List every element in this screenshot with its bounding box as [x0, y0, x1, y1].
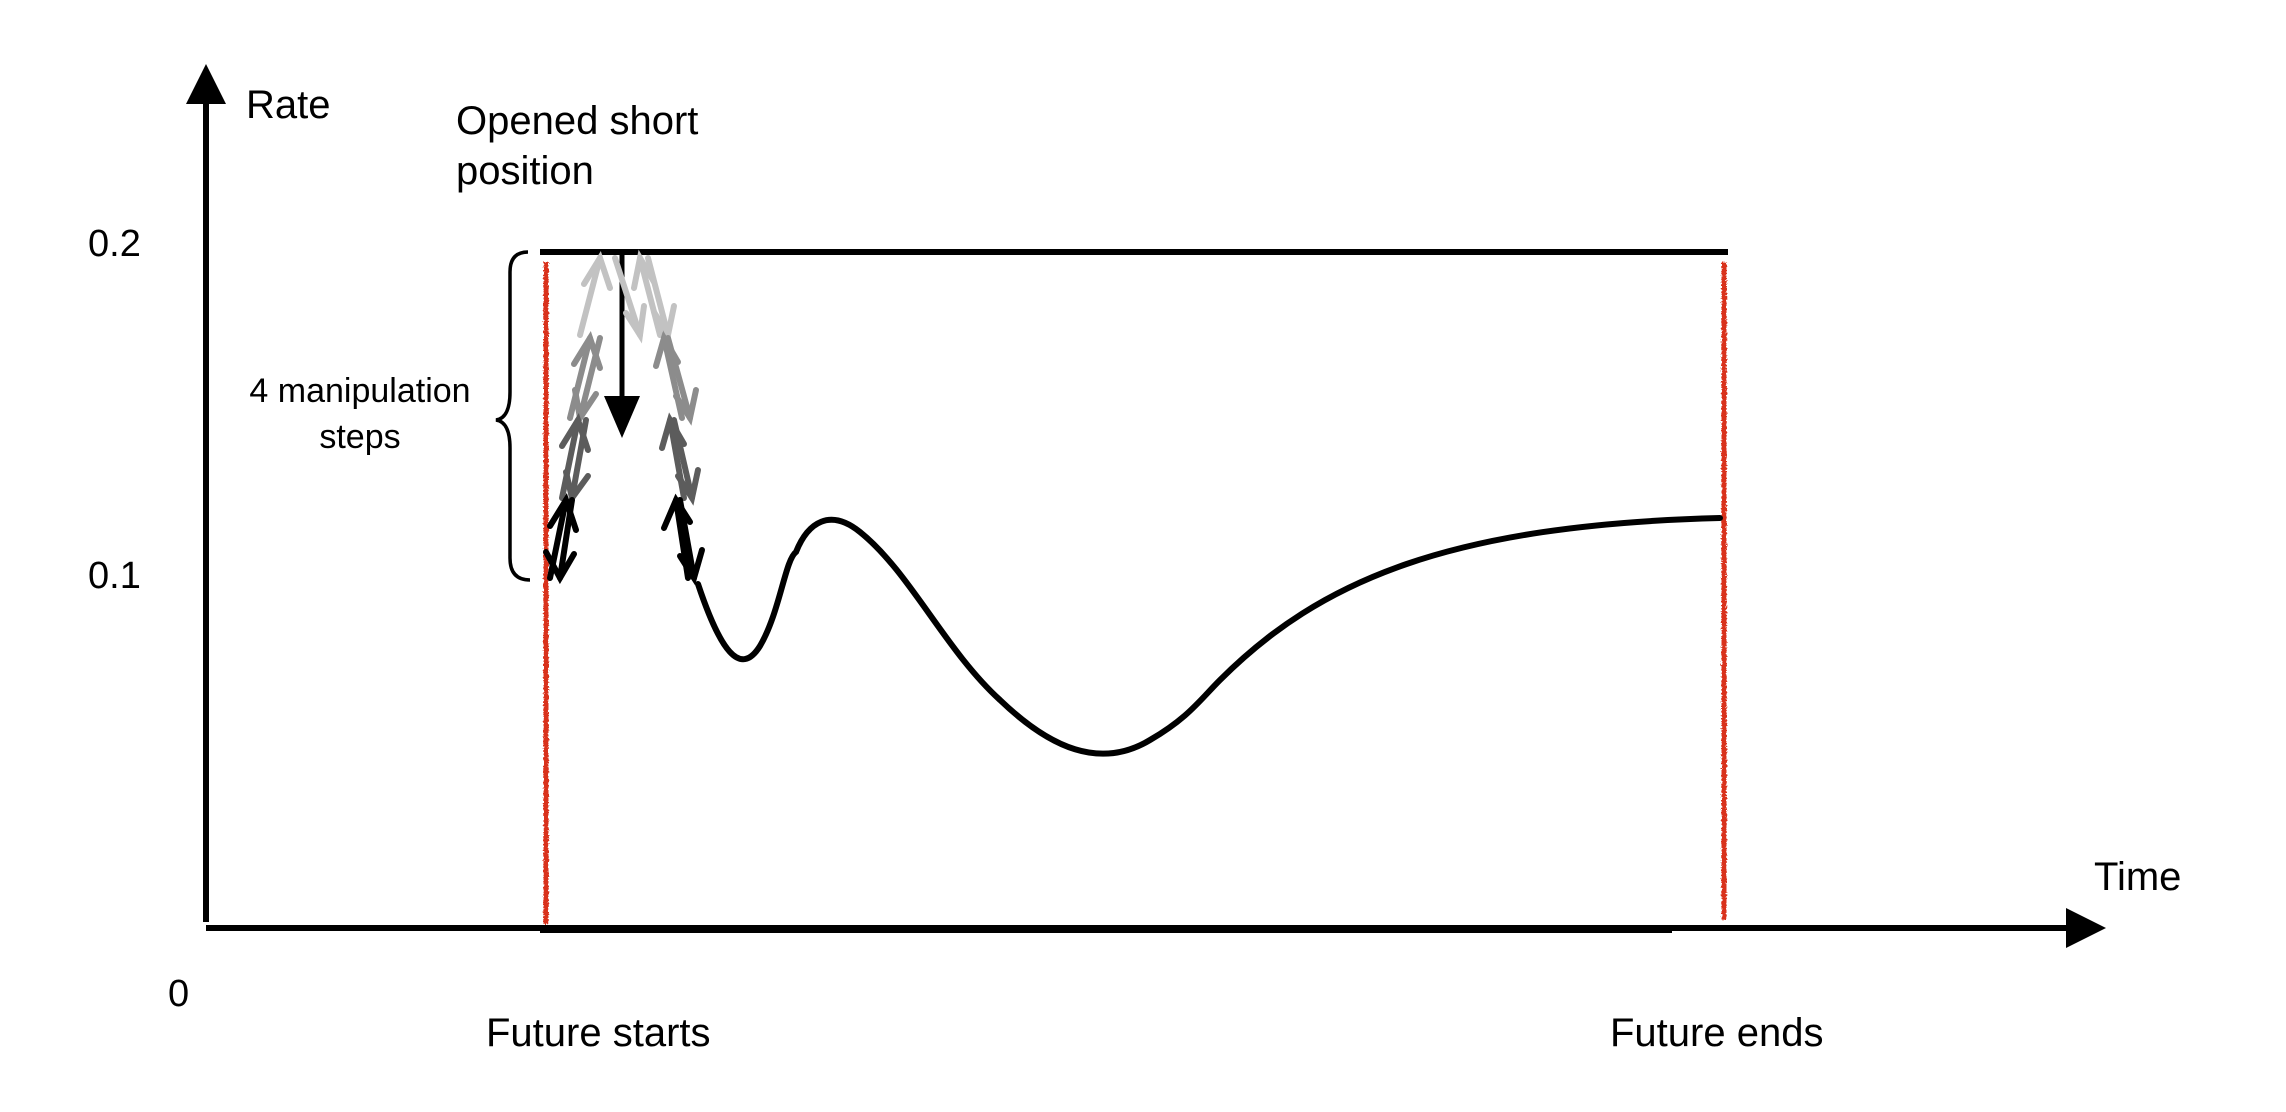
- manipulation-steps-brace: [495, 250, 531, 582]
- x-axis-label: Time: [2094, 855, 2181, 899]
- manipulation-steps-label-line1: 4 manipulation: [249, 372, 470, 410]
- manipulation-chain-right: [631, 249, 705, 586]
- step-1-right-arrows: [631, 249, 677, 344]
- step-2-right-arrows: [653, 330, 699, 426]
- future-ends-label: Future ends: [1610, 1011, 1823, 1055]
- step-4-right-down-arrowhead-icon: [677, 547, 705, 586]
- step-1-right-down-arrowhead-icon: [651, 303, 677, 344]
- x-axis-arrowhead-icon: [2066, 908, 2106, 948]
- rate-curve: [695, 515, 1723, 757]
- step-4-up-arrowhead-icon: [547, 492, 579, 533]
- step-3-right-arrows: [659, 412, 701, 506]
- short-position-arrowhead-icon: [604, 396, 640, 438]
- tick-label-0-2: 0.2: [88, 223, 141, 265]
- step-1-down-arrowhead-icon: [623, 303, 647, 344]
- step-1-arrows: [577, 250, 647, 344]
- y-axis: [186, 64, 226, 922]
- short-position-label-line1: Opened short: [456, 99, 698, 143]
- step-4-arrows: [543, 492, 579, 585]
- step-2-right-down-arrowhead-icon: [673, 387, 699, 426]
- step-3-right-down-arrowhead-icon: [675, 467, 701, 506]
- step-3-arrows: [559, 412, 591, 506]
- step-4-right-arrows: [661, 493, 705, 586]
- future-starts-label: Future starts: [486, 1011, 711, 1055]
- manipulation-chain-left: [543, 250, 647, 585]
- step-1-up-arrowhead-icon: [581, 250, 613, 291]
- step-2-arrows: [567, 330, 603, 426]
- step-4-down-arrowhead-icon: [543, 549, 577, 585]
- y-axis-label: Rate: [246, 83, 331, 127]
- tick-label-0-1: 0.1: [88, 555, 141, 597]
- y-axis-arrowhead-icon: [186, 64, 226, 104]
- origin-label: 0: [168, 973, 189, 1015]
- manipulation-steps-label-line2: steps: [319, 418, 400, 456]
- short-position-label-line2: position: [456, 149, 594, 193]
